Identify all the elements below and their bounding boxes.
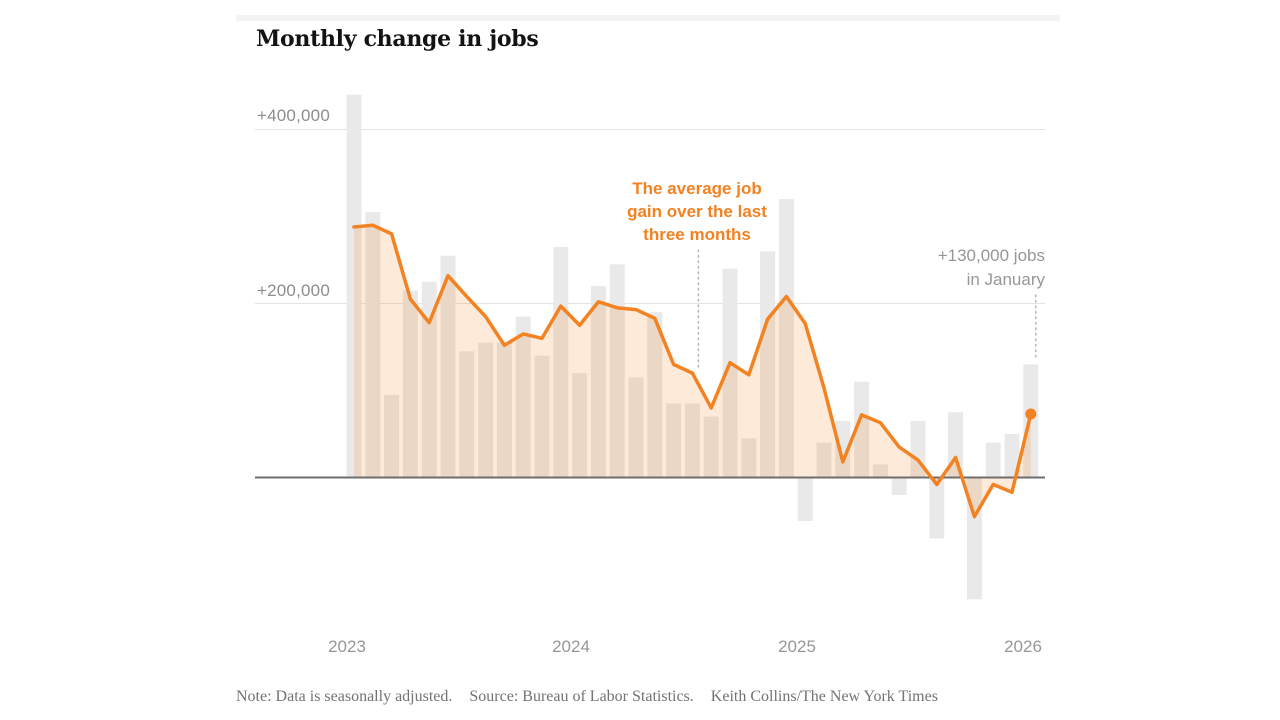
footnote-credit: Keith Collins/The New York Times bbox=[710, 688, 938, 705]
monthly-change-bar bbox=[835, 420, 851, 478]
monthly-change-bar bbox=[760, 251, 776, 478]
monthly-change-bar bbox=[515, 316, 531, 478]
chart-footnote: Note: Data is seasonally adjusted. Sourc… bbox=[236, 688, 1060, 706]
monthly-change-bar bbox=[666, 403, 682, 478]
monthly-change-bar bbox=[609, 264, 625, 478]
monthly-change-bar bbox=[628, 377, 644, 478]
footnote-note: Note: Data is seasonally adjusted. bbox=[236, 688, 453, 705]
monthly-change-bar bbox=[1004, 434, 1020, 478]
latest-point-marker bbox=[1025, 408, 1037, 420]
x-axis-tick-2025: 2025 bbox=[778, 637, 816, 656]
monthly-change-bar bbox=[365, 212, 381, 478]
footnote-source: Source: Bureau of Labor Statistics. bbox=[469, 688, 694, 705]
monthly-change-bar bbox=[929, 477, 945, 539]
monthly-change-bar bbox=[572, 373, 588, 478]
monthly-change-bar bbox=[496, 342, 512, 478]
latest-point-annotation-line2: in January bbox=[966, 270, 1045, 289]
monthly-change-bar bbox=[722, 268, 738, 478]
monthly-change-bar bbox=[778, 199, 794, 478]
monthly-change-bar bbox=[872, 464, 888, 478]
monthly-change-bar bbox=[440, 255, 456, 478]
chart-title: Monthly change in jobs bbox=[256, 26, 539, 52]
average-line-annotation-line2: gain over the last bbox=[627, 202, 767, 221]
three-month-average-line bbox=[352, 223, 1033, 519]
monthly-change-bar bbox=[891, 477, 907, 495]
average-line-annotation-line1: The average job bbox=[632, 179, 762, 198]
monthly-change-bar bbox=[797, 477, 813, 521]
latest-point-annotation-line1: +130,000 jobs bbox=[937, 246, 1045, 265]
monthly-change-bar bbox=[553, 246, 569, 478]
monthly-change-bar bbox=[854, 381, 870, 478]
latest-point-annotation: +130,000 jobs in January bbox=[800, 244, 1045, 292]
x-axis-tick-2026: 2026 bbox=[1004, 637, 1042, 656]
y-axis-tick-400000: +400,000 bbox=[257, 106, 330, 125]
average-area-fill bbox=[354, 225, 1031, 517]
monthly-change-bar bbox=[534, 355, 550, 478]
average-line-annotation-line3: three months bbox=[643, 225, 751, 244]
monthly-change-bar bbox=[346, 94, 362, 478]
x-axis-tick-2023: 2023 bbox=[328, 637, 366, 656]
monthly-change-bar bbox=[402, 290, 418, 478]
top-divider-rule bbox=[236, 15, 1060, 21]
monthly-change-bar bbox=[478, 342, 494, 478]
x-axis-tick-2024: 2024 bbox=[552, 637, 590, 656]
monthly-change-bar bbox=[816, 442, 832, 478]
monthly-change-bar bbox=[647, 312, 663, 478]
monthly-change-bar bbox=[384, 394, 400, 478]
monthly-change-bar bbox=[741, 438, 757, 478]
monthly-change-bar bbox=[703, 416, 719, 478]
monthly-change-bar bbox=[421, 281, 437, 478]
average-line-annotation: The average job gain over the last three… bbox=[572, 177, 822, 246]
monthly-change-bar bbox=[985, 442, 1001, 478]
monthly-change-bar bbox=[684, 403, 700, 478]
monthly-change-bar bbox=[590, 286, 606, 478]
monthly-change-bar bbox=[459, 351, 475, 478]
y-axis-tick-200000: +200,000 bbox=[257, 281, 330, 300]
